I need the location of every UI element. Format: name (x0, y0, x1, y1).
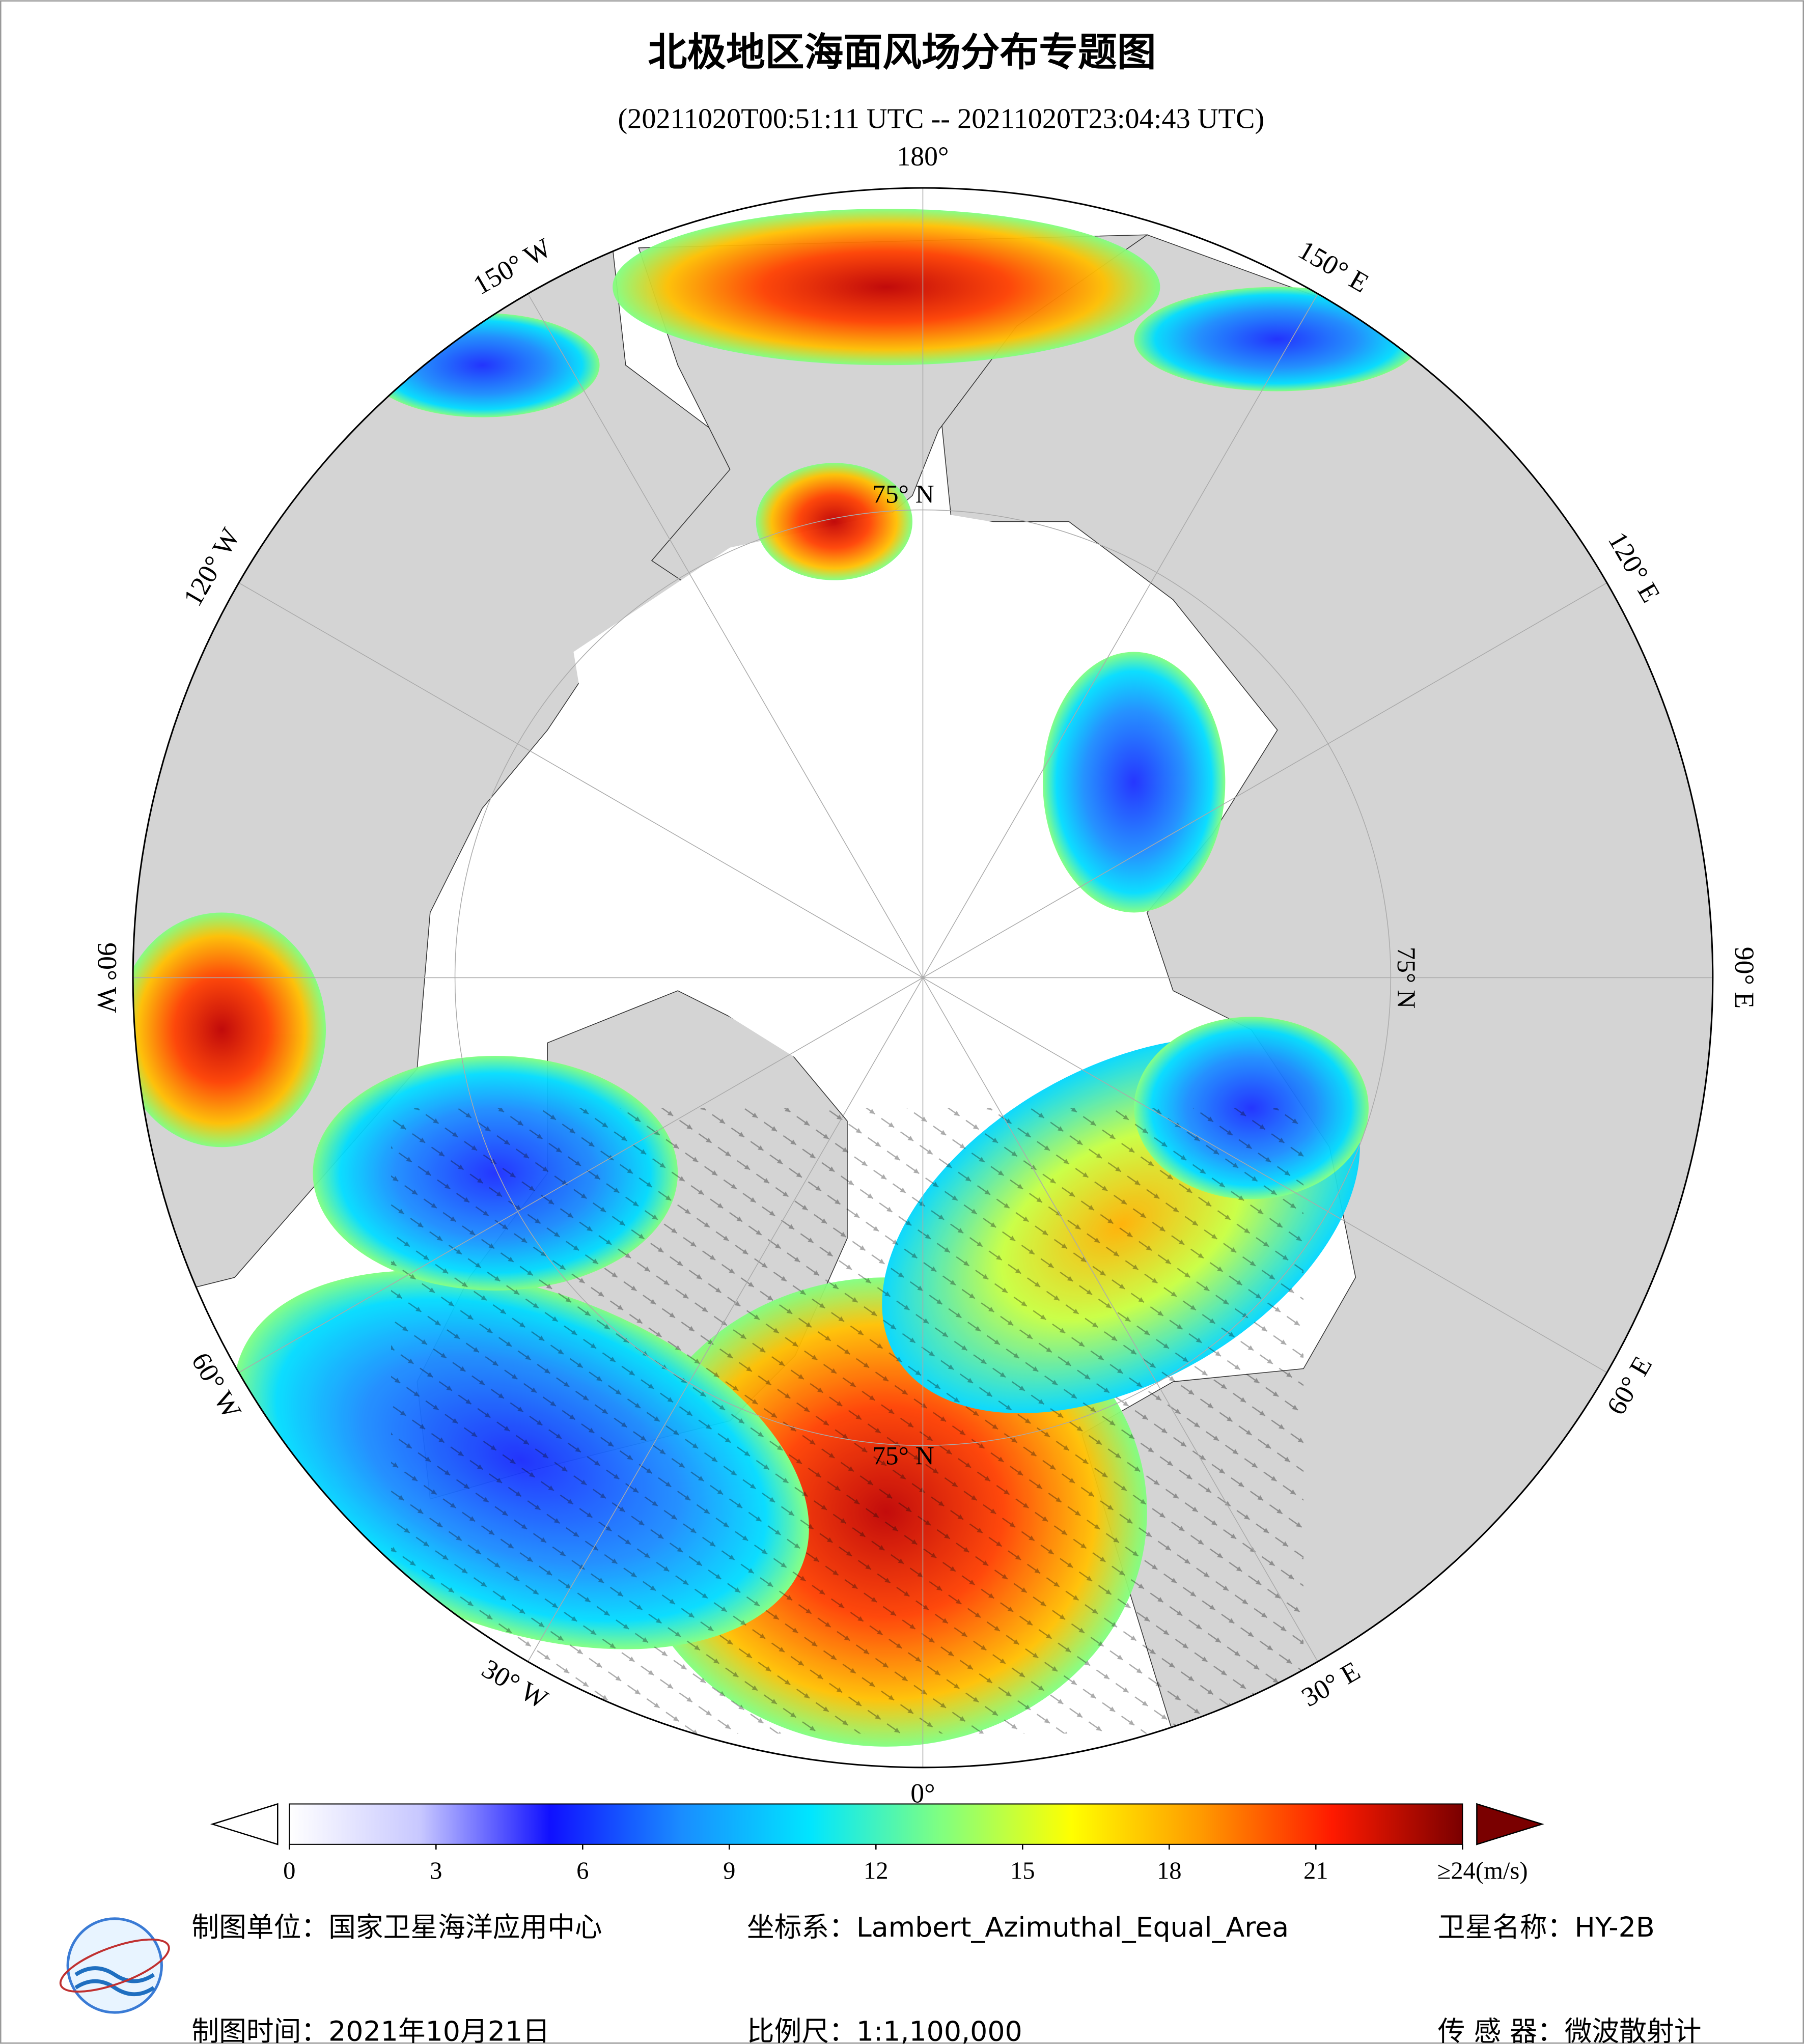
latitude-label: 75° N (1392, 947, 1421, 1009)
latitude-label: 75° N (872, 1442, 934, 1471)
colorbar-tick-label: 9 (723, 1857, 735, 1884)
map-body (133, 188, 1713, 1768)
meridian (238, 582, 923, 978)
colorbar-tick-label: 0 (283, 1857, 295, 1884)
map-title: 北极地区海面风场分布专题图 (648, 30, 1156, 75)
colorbar-tick-label: 6 (576, 1857, 589, 1884)
footer-scale: 比例尺：1:1,100,000 (747, 2015, 1022, 2044)
colorbar: 0 3 6 9 12 15 18 21 ≥24 (m/s) (210, 1803, 1544, 1884)
colorbar-over (1476, 1803, 1544, 1845)
meridian (528, 293, 924, 978)
colorbar-tick-label: 12 (864, 1857, 889, 1884)
footer-satellite: 卫星名称：HY-2B (1438, 1911, 1655, 1943)
colorbar-fill (289, 1803, 1463, 1845)
footer-agency: 制图单位：国家卫星海洋应用中心 (191, 1911, 602, 1943)
longitude-label: 90° W (92, 942, 122, 1013)
colorbar-tick-label: 18 (1157, 1857, 1182, 1884)
colorbar-tick-label: 21 (1303, 1857, 1328, 1884)
wind-field (133, 209, 1421, 1747)
colorbar-under (210, 1803, 279, 1845)
colorbar-tick-label: ≥24 (1437, 1857, 1476, 1884)
latitude-label: 75° N (872, 480, 934, 509)
sea-ice (560, 508, 1147, 1147)
longitude-label: 180° (897, 141, 949, 172)
meridian (923, 582, 1607, 978)
meridian (238, 977, 923, 1373)
colorbar-tick-label: 15 (1010, 1857, 1035, 1884)
footer-projection: 坐标系：Lambert_Azimuthal_Equal_Area (747, 1911, 1289, 1943)
map-border (132, 187, 1714, 1769)
footer-date: 制图时间：2021年10月21日 (191, 2015, 550, 2044)
map-subtitle: (20211020T00:51:11 UTC -- 20211020T23:04… (618, 103, 1264, 134)
meridian (922, 293, 1318, 978)
longitude-label: 90° E (1729, 947, 1760, 1009)
meridian (923, 977, 1607, 1373)
latitude-circle (454, 509, 1392, 1446)
colorbar-unit: (m/s) (1476, 1857, 1528, 1884)
colorbar-tick-label: 3 (430, 1857, 442, 1884)
logo (59, 1917, 170, 2014)
graticule (133, 188, 1713, 1768)
longitude-label: 0° (910, 1778, 935, 1808)
meridian (922, 977, 1318, 1662)
meridian (528, 977, 924, 1662)
footer-sensor: 传 感 器：微波散射计 (1438, 2015, 1702, 2044)
